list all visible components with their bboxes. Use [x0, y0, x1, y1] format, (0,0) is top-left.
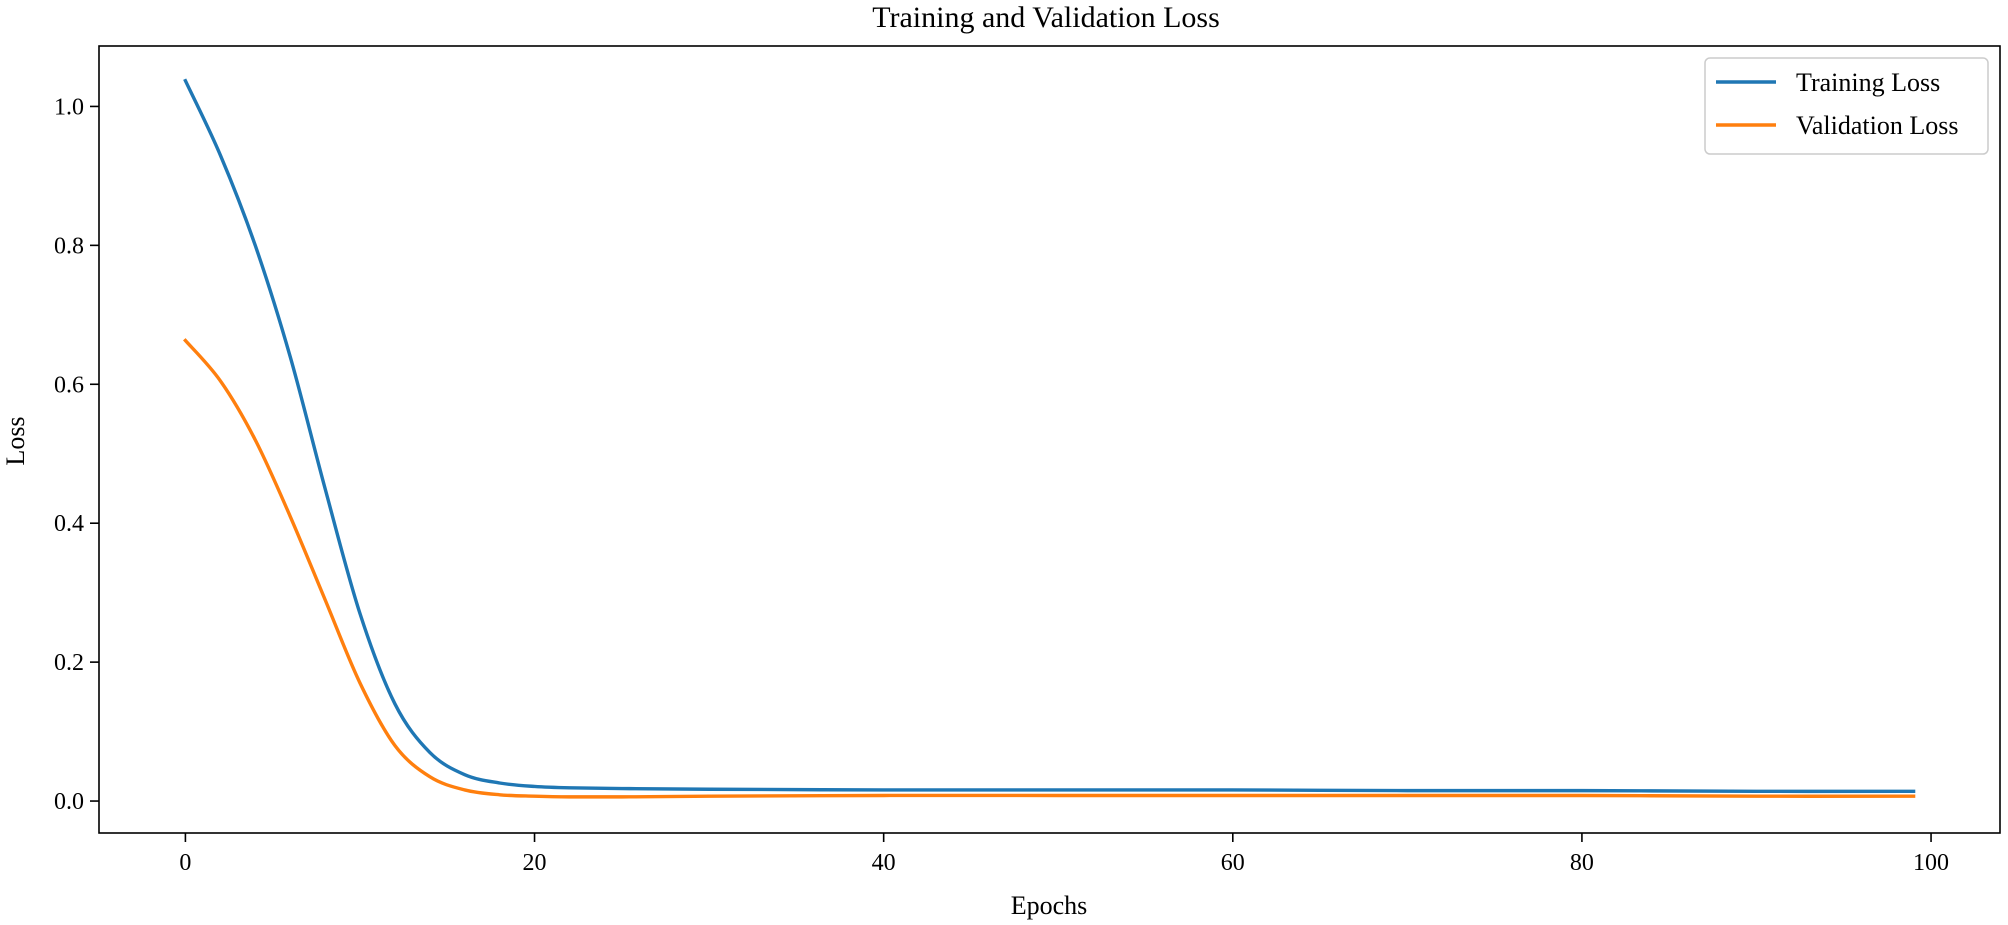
legend: Training Loss Validation Loss [1704, 57, 1989, 155]
series-lines [183, 78, 1916, 799]
x-tick-label: 80 [1570, 850, 1594, 876]
y-axis-label: Loss [1, 416, 30, 465]
y-tick-label: 0.0 [54, 789, 84, 815]
y-tick-label: 0.6 [54, 372, 84, 398]
x-tick-label: 60 [1221, 850, 1245, 876]
chart-title: Training and Validation Loss [872, 1, 1220, 34]
y-tick-label: 1.0 [54, 94, 84, 120]
legend-label-validation-loss: Validation Loss [1796, 111, 1959, 140]
y-tick-label: 0.8 [54, 233, 84, 259]
x-tick-label: 100 [1913, 850, 1949, 876]
y-tick-label: 0.2 [54, 650, 84, 676]
x-axis-label: Epochs [1011, 891, 1088, 920]
x-tick-label: 40 [872, 850, 896, 876]
y-axis: 0.0 0.2 0.4 0.6 0.8 1.0 [54, 94, 99, 815]
x-tick-label: 20 [523, 850, 547, 876]
plot-area-frame [98, 45, 2001, 834]
x-axis: 0 20 40 60 80 100 [179, 833, 1949, 876]
training-loss-line [183, 78, 1916, 794]
y-tick-label: 0.4 [54, 511, 84, 537]
x-tick-label: 0 [179, 850, 191, 876]
legend-label-training-loss: Training Loss [1796, 68, 1940, 97]
validation-loss-line [183, 338, 1916, 799]
